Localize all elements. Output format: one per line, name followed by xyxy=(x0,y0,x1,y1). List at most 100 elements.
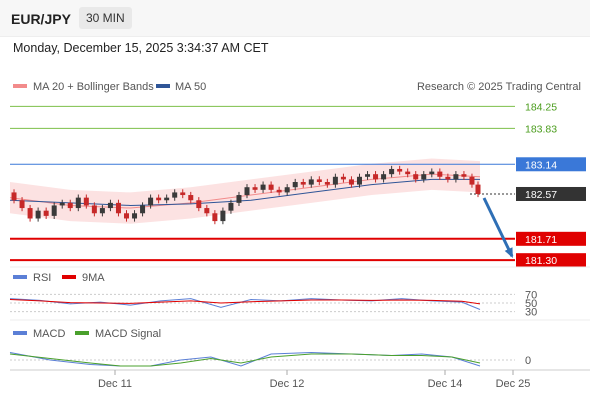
chart-datetime: Monday, December 15, 2025 3:34:37 AM CET xyxy=(13,41,269,55)
resistance-2-label: 184.25 xyxy=(525,101,557,113)
ma50-line xyxy=(9,178,480,206)
candle-body xyxy=(453,174,459,180)
rsi-ma-legend-swatch xyxy=(62,275,76,279)
macd-legend-label: MACD xyxy=(33,328,65,340)
support-2-tag xyxy=(516,253,586,268)
candle-body xyxy=(156,197,162,201)
candle-body xyxy=(348,179,354,185)
candle-body xyxy=(389,168,395,175)
candle-body xyxy=(475,184,481,194)
x-tick-label: Dec 14 xyxy=(428,378,463,390)
macd-signal-legend-swatch xyxy=(75,331,89,335)
candle-body xyxy=(284,187,290,193)
forecast-arrow xyxy=(482,197,514,257)
candle-body xyxy=(204,208,210,214)
current-label: 182.57 xyxy=(525,189,557,201)
macd-line xyxy=(9,351,481,367)
candle-body xyxy=(308,179,314,185)
candle-body xyxy=(35,210,41,219)
candle-body xyxy=(132,213,138,219)
support-1-tag xyxy=(516,231,586,246)
macd-panel: 0 xyxy=(9,351,531,367)
candle-body xyxy=(148,197,154,206)
candle-body xyxy=(244,187,250,196)
candle-body xyxy=(228,202,234,211)
macd-tick-0: 0 xyxy=(525,355,531,367)
support-1-label: 181.71 xyxy=(525,234,557,246)
resistance-1-label: 183.83 xyxy=(525,123,557,135)
main-panel: 184.25 183.83 183.14 182.57 181.71 181.30 xyxy=(9,101,586,268)
candle-body xyxy=(437,171,443,177)
candle-body xyxy=(19,200,25,209)
candle-body xyxy=(27,208,33,219)
candle-body xyxy=(75,197,81,209)
macd-signal-line xyxy=(9,353,481,367)
candle-body xyxy=(397,168,403,172)
rsi-tick-50: 50 xyxy=(525,298,537,310)
candle-body xyxy=(405,171,411,175)
candle-body xyxy=(212,213,218,222)
support-2-label: 181.30 xyxy=(525,255,557,267)
candle-body xyxy=(83,197,89,206)
candle-body xyxy=(260,184,266,190)
rsi-tick-70: 70 xyxy=(525,289,537,301)
current-tag xyxy=(516,186,586,201)
candle-body xyxy=(356,176,362,185)
pivot-tag xyxy=(516,157,586,172)
candle-body xyxy=(99,208,105,214)
macd-signal-legend-label: MACD Signal xyxy=(95,328,161,340)
candle-body xyxy=(445,176,451,180)
forecast-arrowhead xyxy=(504,247,513,258)
x-tick-label: Dec 12 xyxy=(270,378,305,390)
pivot-label: 183.14 xyxy=(525,159,557,171)
candle-body xyxy=(332,176,338,185)
ma20-legend-label: MA 20 + Bollinger Bands xyxy=(33,81,154,93)
chart-header: EUR/JPY 30 MIN xyxy=(0,0,590,37)
ma20-line xyxy=(9,173,481,209)
candle-body xyxy=(188,195,194,201)
x-tick-label: Dec 25 xyxy=(496,378,531,390)
candle-body xyxy=(381,174,387,180)
candle-body xyxy=(164,197,170,201)
candle-body xyxy=(115,202,121,214)
candle-body xyxy=(276,189,282,193)
timeframe-button[interactable]: 30 MIN xyxy=(79,7,132,29)
candle-body xyxy=(196,200,202,209)
credit-label: Research © 2025 Trading Central xyxy=(417,81,581,93)
candle-body xyxy=(300,182,306,185)
candle-body xyxy=(429,171,435,175)
candle-body xyxy=(91,205,97,214)
ma50-legend-label: MA 50 xyxy=(175,81,206,93)
candle-body xyxy=(51,205,57,216)
candle-body xyxy=(107,202,113,209)
x-axis: Dec 11 Dec 12 Dec 14 Dec 25 xyxy=(98,370,530,390)
candle-body xyxy=(236,195,242,203)
candle-body xyxy=(461,174,467,177)
rsi-legend-label: RSI xyxy=(33,272,51,284)
ma50-legend-swatch xyxy=(156,84,170,88)
candle-body xyxy=(252,187,258,190)
candle-body xyxy=(172,192,178,198)
candle-body xyxy=(140,205,146,214)
candle-body xyxy=(292,182,298,188)
candle-body xyxy=(123,213,129,219)
candle-body xyxy=(373,174,379,180)
candle-body xyxy=(340,176,346,180)
candle-body xyxy=(365,174,371,177)
candle-body xyxy=(220,210,226,222)
candle-body xyxy=(324,182,330,185)
candle-body xyxy=(43,210,49,216)
candle-body xyxy=(316,179,322,182)
candle-body xyxy=(11,192,17,201)
candle-body xyxy=(413,174,419,180)
candle-body xyxy=(180,192,186,196)
candle-body xyxy=(469,176,475,185)
rsi-ma-line xyxy=(9,299,481,305)
candle-body xyxy=(59,202,65,206)
symbol-title: EUR/JPY xyxy=(11,11,71,27)
candle-body xyxy=(67,202,73,209)
macd-legend-swatch xyxy=(13,331,27,335)
rsi-tick-30: 30 xyxy=(525,307,537,319)
